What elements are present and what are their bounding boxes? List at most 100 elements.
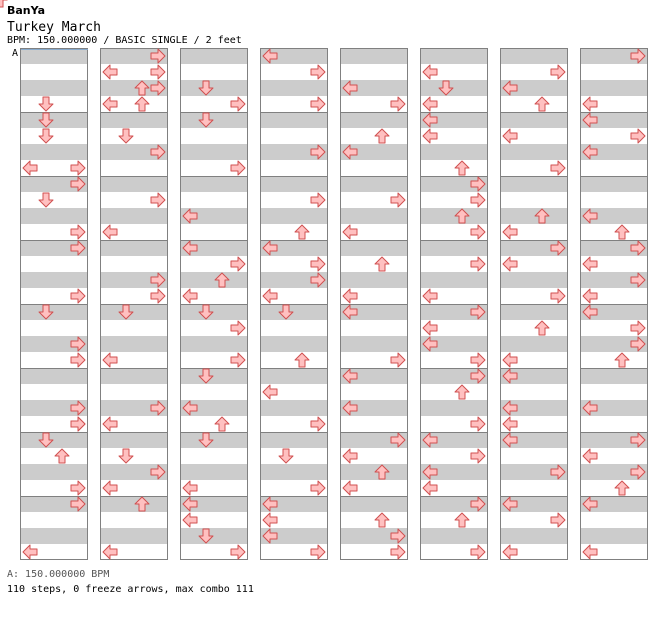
right-arrow-note bbox=[150, 288, 166, 304]
down-arrow-note bbox=[38, 112, 54, 128]
footer-stats: 110 steps, 0 freeze arrows, max combo 11… bbox=[7, 584, 254, 595]
right-arrow-note bbox=[390, 96, 406, 112]
right-arrow-note bbox=[470, 176, 486, 192]
down-arrow-note bbox=[198, 528, 214, 544]
left-arrow-note bbox=[582, 400, 598, 416]
left-arrow-note bbox=[262, 512, 278, 528]
up-arrow-note bbox=[614, 224, 630, 240]
up-arrow-note bbox=[214, 272, 230, 288]
left-arrow-note bbox=[262, 496, 278, 512]
down-arrow-note bbox=[118, 304, 134, 320]
left-arrow-note bbox=[342, 144, 358, 160]
up-arrow-note bbox=[614, 480, 630, 496]
left-arrow-note bbox=[582, 544, 598, 560]
right-arrow-note bbox=[630, 336, 646, 352]
left-arrow-note bbox=[342, 480, 358, 496]
left-arrow-note bbox=[262, 384, 278, 400]
down-arrow-note bbox=[438, 80, 454, 96]
right-arrow-note bbox=[230, 160, 246, 176]
right-arrow-note bbox=[390, 528, 406, 544]
right-arrow-note bbox=[230, 256, 246, 272]
right-arrow-note bbox=[70, 160, 86, 176]
right-arrow-note bbox=[310, 64, 326, 80]
left-arrow-note bbox=[422, 64, 438, 80]
right-arrow-note bbox=[150, 80, 166, 96]
chart-column bbox=[260, 48, 328, 560]
right-arrow-note bbox=[550, 464, 566, 480]
right-arrow-note bbox=[150, 400, 166, 416]
left-arrow-note bbox=[422, 288, 438, 304]
up-arrow-note bbox=[294, 352, 310, 368]
right-arrow-note bbox=[390, 352, 406, 368]
right-arrow-note bbox=[70, 416, 86, 432]
down-arrow-note bbox=[198, 80, 214, 96]
up-arrow-note bbox=[454, 384, 470, 400]
right-arrow-note bbox=[230, 544, 246, 560]
right-arrow-note bbox=[630, 432, 646, 448]
down-arrow-note bbox=[198, 304, 214, 320]
left-arrow-note bbox=[502, 496, 518, 512]
right-arrow-note bbox=[470, 544, 486, 560]
left-arrow-note bbox=[102, 352, 118, 368]
left-arrow-note bbox=[182, 480, 198, 496]
left-arrow-note bbox=[502, 352, 518, 368]
right-arrow-note bbox=[550, 288, 566, 304]
right-arrow-note bbox=[70, 400, 86, 416]
right-arrow-note bbox=[550, 240, 566, 256]
left-arrow-note bbox=[502, 400, 518, 416]
up-arrow-note bbox=[54, 448, 70, 464]
left-arrow-note bbox=[502, 80, 518, 96]
right-arrow-note bbox=[310, 256, 326, 272]
chart-column bbox=[340, 48, 408, 560]
left-arrow-note bbox=[262, 288, 278, 304]
down-arrow-note bbox=[278, 304, 294, 320]
left-arrow-note bbox=[422, 320, 438, 336]
up-arrow-note bbox=[374, 128, 390, 144]
left-arrow-note bbox=[502, 432, 518, 448]
down-arrow-note bbox=[38, 304, 54, 320]
right-arrow-note bbox=[70, 480, 86, 496]
right-arrow-note bbox=[390, 192, 406, 208]
left-arrow-note bbox=[502, 128, 518, 144]
left-arrow-note bbox=[342, 448, 358, 464]
left-arrow-note bbox=[422, 112, 438, 128]
left-arrow-note bbox=[342, 224, 358, 240]
right-arrow-note bbox=[630, 48, 646, 64]
right-arrow-note bbox=[550, 160, 566, 176]
down-arrow-note bbox=[198, 432, 214, 448]
left-arrow-note bbox=[22, 544, 38, 560]
left-arrow-note bbox=[342, 80, 358, 96]
left-arrow-note bbox=[582, 144, 598, 160]
left-arrow-note bbox=[422, 336, 438, 352]
left-arrow-note bbox=[342, 304, 358, 320]
right-arrow-note bbox=[470, 256, 486, 272]
up-arrow-note bbox=[534, 320, 550, 336]
chart-column bbox=[20, 48, 88, 560]
left-arrow-note bbox=[582, 304, 598, 320]
down-arrow-note bbox=[118, 128, 134, 144]
left-arrow-note bbox=[182, 208, 198, 224]
right-arrow-note bbox=[310, 416, 326, 432]
left-arrow-note bbox=[422, 464, 438, 480]
left-arrow-note bbox=[102, 64, 118, 80]
right-arrow-note bbox=[310, 272, 326, 288]
down-arrow-note bbox=[38, 128, 54, 144]
right-arrow-note bbox=[470, 416, 486, 432]
left-arrow-note bbox=[102, 96, 118, 112]
left-arrow-note bbox=[582, 256, 598, 272]
right-arrow-note bbox=[630, 128, 646, 144]
down-arrow-note bbox=[38, 192, 54, 208]
chart-column bbox=[420, 48, 488, 560]
up-arrow-note bbox=[134, 96, 150, 112]
right-arrow-note bbox=[70, 176, 86, 192]
down-arrow-note bbox=[198, 112, 214, 128]
right-arrow-note bbox=[390, 544, 406, 560]
right-arrow-note bbox=[470, 304, 486, 320]
left-arrow-note bbox=[182, 240, 198, 256]
right-arrow-note bbox=[230, 320, 246, 336]
bpm-info: BPM: 150.000000 / BASIC SINGLE / 2 feet bbox=[7, 35, 242, 46]
up-arrow-note bbox=[134, 496, 150, 512]
left-arrow-note bbox=[422, 96, 438, 112]
up-arrow-note bbox=[614, 352, 630, 368]
